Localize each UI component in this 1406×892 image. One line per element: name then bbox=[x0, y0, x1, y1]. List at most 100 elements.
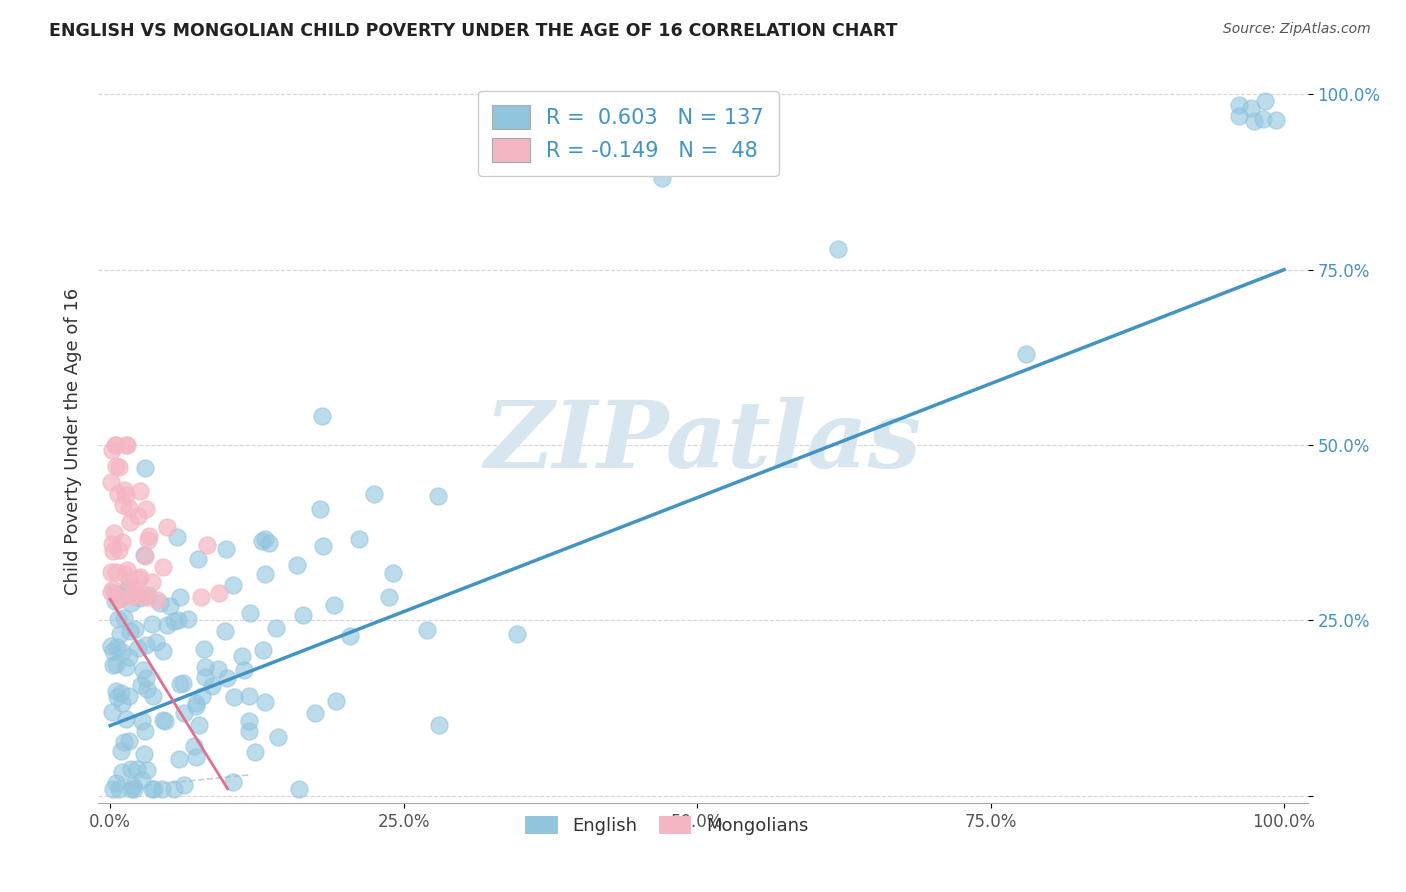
Point bbox=[184, 698, 207, 713]
Point bbox=[427, 717, 450, 731]
Point bbox=[194, 660, 217, 674]
Point bbox=[100, 537, 122, 551]
Point bbox=[163, 781, 186, 796]
Point bbox=[167, 752, 190, 766]
Point bbox=[1243, 114, 1265, 128]
Point bbox=[186, 750, 208, 764]
Point bbox=[167, 613, 190, 627]
Point bbox=[110, 685, 132, 699]
Point bbox=[304, 706, 326, 720]
Point bbox=[207, 662, 229, 676]
Point bbox=[115, 660, 138, 674]
Point bbox=[127, 762, 149, 776]
Point bbox=[114, 438, 136, 452]
Point bbox=[195, 538, 218, 552]
Point bbox=[134, 747, 156, 761]
Point bbox=[118, 500, 141, 515]
Point bbox=[152, 644, 174, 658]
Point bbox=[1227, 98, 1250, 112]
Point bbox=[108, 627, 131, 641]
Point bbox=[267, 730, 290, 744]
Point bbox=[103, 658, 125, 673]
Point bbox=[128, 591, 150, 605]
Point bbox=[108, 781, 131, 796]
Point bbox=[188, 718, 211, 732]
Point bbox=[163, 615, 186, 629]
Point bbox=[285, 558, 308, 573]
Point bbox=[100, 475, 122, 489]
Point bbox=[135, 502, 157, 516]
Point bbox=[117, 581, 139, 595]
Point bbox=[100, 442, 122, 457]
Point bbox=[121, 589, 143, 603]
Point bbox=[322, 599, 344, 613]
Point bbox=[136, 682, 159, 697]
Point bbox=[115, 563, 138, 577]
Point bbox=[159, 599, 181, 613]
Point bbox=[254, 566, 277, 581]
Point bbox=[105, 459, 128, 474]
Point bbox=[156, 617, 179, 632]
Point bbox=[118, 574, 141, 589]
Point bbox=[127, 509, 149, 524]
Point bbox=[427, 489, 450, 503]
Point bbox=[214, 624, 236, 639]
Point bbox=[103, 525, 125, 540]
Point bbox=[312, 539, 335, 553]
Point bbox=[112, 498, 135, 512]
Point bbox=[152, 781, 174, 796]
Legend: English, Mongolians: English, Mongolians bbox=[516, 807, 817, 845]
Point bbox=[231, 648, 253, 663]
Point bbox=[124, 622, 146, 636]
Point bbox=[134, 460, 156, 475]
Point bbox=[120, 762, 142, 776]
Point bbox=[101, 643, 124, 657]
Point bbox=[107, 460, 129, 475]
Point bbox=[131, 664, 153, 678]
Point bbox=[101, 544, 124, 558]
Point bbox=[103, 593, 125, 607]
Point bbox=[111, 765, 134, 780]
Point bbox=[184, 696, 207, 710]
Point bbox=[134, 549, 156, 564]
Point bbox=[166, 530, 188, 544]
Point bbox=[156, 520, 179, 534]
Point bbox=[118, 624, 141, 638]
Point bbox=[107, 640, 129, 654]
Point bbox=[651, 171, 673, 186]
Point bbox=[141, 617, 163, 632]
Point bbox=[107, 591, 129, 606]
Point bbox=[217, 671, 239, 685]
Point bbox=[176, 612, 198, 626]
Point bbox=[252, 643, 274, 657]
Point bbox=[145, 592, 167, 607]
Point bbox=[311, 409, 333, 423]
Point bbox=[128, 570, 150, 584]
Point bbox=[238, 723, 260, 738]
Point bbox=[121, 780, 143, 794]
Point bbox=[136, 533, 159, 548]
Point bbox=[191, 689, 214, 703]
Text: ENGLISH VS MONGOLIAN CHILD POVERTY UNDER THE AGE OF 16 CORRELATION CHART: ENGLISH VS MONGOLIAN CHILD POVERTY UNDER… bbox=[49, 22, 897, 40]
Point bbox=[254, 695, 277, 709]
Point bbox=[110, 535, 132, 549]
Point bbox=[172, 675, 194, 690]
Point bbox=[122, 581, 145, 595]
Point bbox=[153, 714, 176, 729]
Point bbox=[129, 484, 152, 499]
Point bbox=[378, 590, 401, 604]
Point bbox=[1254, 94, 1277, 108]
Point bbox=[112, 483, 135, 498]
Point bbox=[201, 679, 224, 693]
Point bbox=[105, 776, 128, 790]
Point bbox=[238, 689, 260, 703]
Point bbox=[827, 242, 849, 256]
Point bbox=[145, 634, 167, 648]
Point bbox=[138, 529, 160, 543]
Point bbox=[173, 779, 195, 793]
Point bbox=[183, 739, 205, 754]
Point bbox=[1015, 347, 1038, 361]
Point bbox=[118, 733, 141, 747]
Point bbox=[135, 638, 157, 652]
Y-axis label: Child Poverty Under the Age of 16: Child Poverty Under the Age of 16 bbox=[63, 288, 82, 595]
